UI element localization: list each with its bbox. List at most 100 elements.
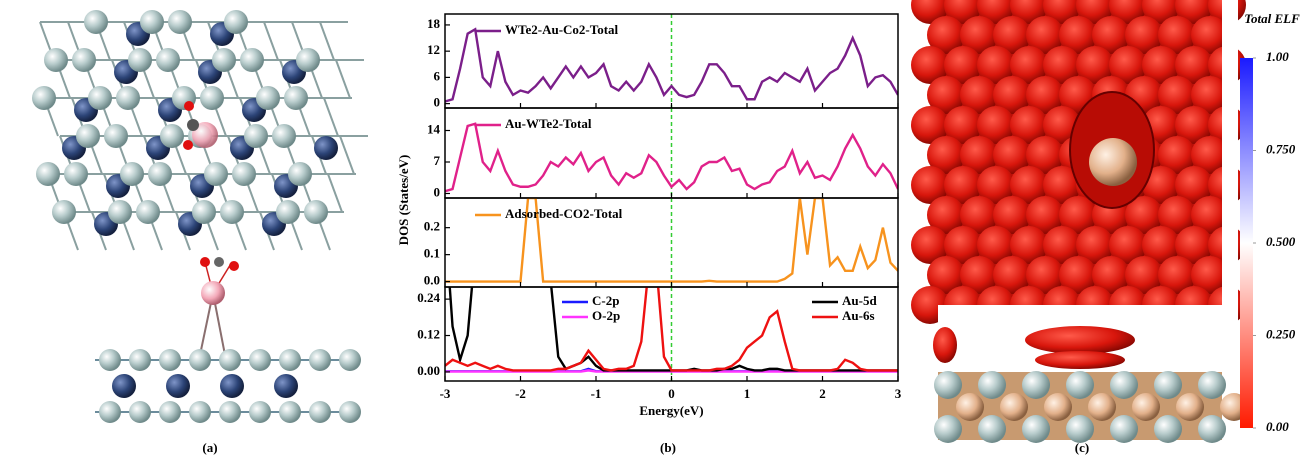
x-tick-label: 1 <box>744 386 751 401</box>
w-atom <box>272 124 296 148</box>
colorbar-tick-label: 0.250 <box>1266 326 1296 341</box>
elf-lobe <box>1010 166 1048 204</box>
w-atom <box>44 48 68 72</box>
elf-lobe <box>1059 16 1097 54</box>
w-atom <box>189 401 211 423</box>
elf-lobe <box>1010 106 1048 144</box>
w-atom <box>249 401 271 423</box>
elf-lobe <box>911 166 949 204</box>
w-atom <box>204 162 228 186</box>
w-atom <box>84 10 108 34</box>
structure-side-view <box>95 257 361 423</box>
clip-mask <box>938 305 1238 325</box>
w-atom <box>284 86 308 110</box>
elf-lobe <box>1142 46 1180 84</box>
o-atom <box>184 101 194 111</box>
w-atom <box>32 86 56 110</box>
w-atom <box>249 349 271 371</box>
legend-label: WTe2-Au-Co2-Total <box>505 22 619 37</box>
elf-lobe <box>1191 196 1229 234</box>
y-tick-label: 0.12 <box>417 327 440 342</box>
w-atom <box>276 200 300 224</box>
x-tick-label: -3 <box>440 386 451 401</box>
y-tick-label: 12 <box>427 42 440 57</box>
w-atom <box>136 200 160 224</box>
elf-lobe <box>977 226 1015 264</box>
w-atom <box>120 162 144 186</box>
elf-lobe <box>1125 196 1163 234</box>
plot-area <box>445 198 898 287</box>
dos-line <box>445 198 898 283</box>
legend-label: O-2p <box>592 308 620 323</box>
te-atom <box>274 374 298 398</box>
w-atom <box>156 48 180 72</box>
au-atom <box>1089 138 1137 186</box>
w-atom <box>64 162 88 186</box>
elf-lobe <box>944 166 982 204</box>
w-atom <box>220 200 244 224</box>
elf-lobe <box>960 196 998 234</box>
w-atom <box>104 124 128 148</box>
elf-lobe <box>1125 16 1163 54</box>
w-atom <box>76 124 100 148</box>
o-atom <box>183 140 193 150</box>
te-atom <box>314 136 338 160</box>
elf-lobe <box>1043 46 1081 84</box>
w-atom <box>219 349 241 371</box>
substrate-atom <box>1132 393 1160 421</box>
x-tick-label: 3 <box>895 386 902 401</box>
w-atom <box>159 401 181 423</box>
substrate-atom <box>956 393 984 421</box>
elf-lobe <box>927 136 965 174</box>
bond <box>323 97 339 137</box>
y-tick-label: 0 <box>434 95 441 110</box>
w-atom <box>72 48 96 72</box>
elf-lobe <box>911 46 949 84</box>
elf-lobe <box>1175 46 1213 84</box>
elf-lobe <box>927 256 965 294</box>
dos-line <box>445 369 898 373</box>
w-atom <box>192 200 216 224</box>
elf-lobe <box>944 46 982 84</box>
panel-label: (b) <box>660 440 676 455</box>
bond <box>339 135 355 175</box>
elf-lobe <box>1109 46 1147 84</box>
w-atom <box>159 349 181 371</box>
w-atom <box>279 349 301 371</box>
elf-lobe <box>944 226 982 264</box>
elf-lobe <box>911 106 949 144</box>
w-atom <box>99 401 121 423</box>
y-tick-label: 0.0 <box>424 273 440 288</box>
w-atom <box>140 10 164 34</box>
bond <box>319 21 335 61</box>
elf-lobe <box>927 76 965 114</box>
plot-area <box>445 287 898 381</box>
w-atom <box>219 401 241 423</box>
w-atom <box>99 349 121 371</box>
panel-label: (c) <box>1075 440 1089 455</box>
te-atom <box>220 374 244 398</box>
elf-lobe <box>993 76 1031 114</box>
elf-lobe <box>1010 226 1048 264</box>
elf-lobe <box>960 256 998 294</box>
elf-lobe <box>993 136 1031 174</box>
w-atom <box>304 200 328 224</box>
bond <box>263 21 279 61</box>
elf-lobe <box>1043 226 1081 264</box>
w-atom <box>288 162 312 186</box>
w-atom <box>129 401 151 423</box>
w-atom <box>212 48 236 72</box>
y-tick-label: 0.00 <box>417 363 440 378</box>
w-atom <box>36 162 60 186</box>
te-atom <box>112 374 136 398</box>
legend-label: Adsorbed-CO2-Total <box>505 206 623 221</box>
dos-line <box>445 122 898 193</box>
substrate-atom <box>1176 393 1204 421</box>
w-atom <box>232 162 256 186</box>
w-atom <box>116 86 140 110</box>
elf-lobe <box>1158 256 1196 294</box>
substrate-atom <box>1154 415 1182 443</box>
legend-label: Au-WTe2-Total <box>505 116 592 131</box>
elf-lobe <box>1076 46 1114 84</box>
elf-lobe <box>1010 46 1048 84</box>
